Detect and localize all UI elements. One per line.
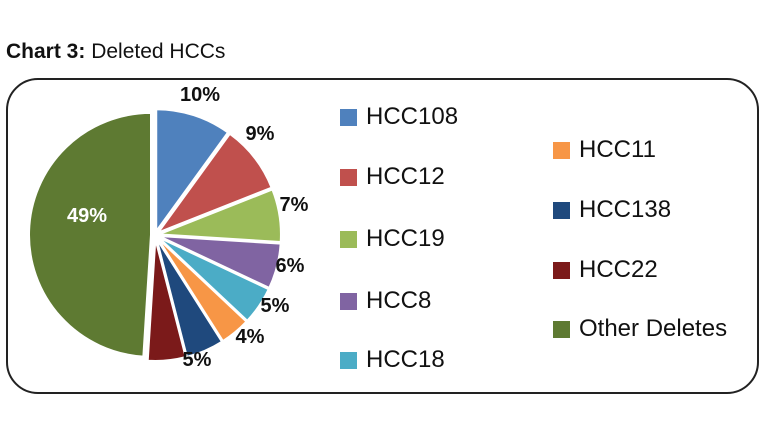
chart-title: Chart 3: Deleted HCCs bbox=[6, 40, 225, 64]
legend-swatch bbox=[553, 201, 570, 219]
legend-swatch bbox=[553, 261, 570, 279]
legend-label: HCC8 bbox=[366, 287, 432, 314]
legend-item-hcc12: HCC12 bbox=[340, 163, 445, 191]
legend-item-hcc19: HCC19 bbox=[340, 225, 445, 253]
legend-swatch bbox=[553, 141, 570, 159]
legend-label: HCC108 bbox=[366, 103, 459, 130]
legend-swatch bbox=[340, 292, 357, 310]
legend-label: HCC11 bbox=[579, 136, 656, 163]
legend-item-hcc11: HCC11 bbox=[553, 136, 656, 164]
pie-slice-hcc19 bbox=[158, 188, 282, 244]
legend-item-hcc108: HCC108 bbox=[340, 103, 458, 131]
legend-item-other-deletes: Other Deletes bbox=[553, 315, 727, 343]
data-label-hcc12: 9% bbox=[246, 123, 275, 145]
legend-item-hcc18: HCC18 bbox=[340, 346, 445, 374]
legend-swatch bbox=[340, 168, 357, 186]
pie-slice-hcc138 bbox=[155, 238, 224, 359]
chart-frame bbox=[6, 78, 759, 394]
legend-item-hcc138: HCC138 bbox=[553, 196, 671, 224]
chart-title-number: Chart 3: bbox=[6, 40, 86, 63]
legend-swatch bbox=[340, 108, 357, 126]
legend-label: Other Deletes bbox=[579, 315, 728, 342]
legend-item-hcc22: HCC22 bbox=[553, 256, 658, 284]
data-label-hcc11: 4% bbox=[236, 326, 265, 348]
chart-title-text: Deleted HCCs bbox=[91, 40, 226, 63]
legend-label: HCC18 bbox=[366, 346, 445, 373]
legend-swatch bbox=[340, 351, 357, 369]
data-label-hcc8: 6% bbox=[276, 255, 305, 277]
legend-swatch bbox=[553, 320, 570, 338]
pie-slice-hcc12 bbox=[155, 132, 273, 235]
pie-slice-other-deletes bbox=[27, 111, 153, 358]
pie-slice-hcc11 bbox=[156, 237, 248, 343]
legend-label: HCC22 bbox=[579, 256, 658, 283]
data-label-hcc18: 5% bbox=[261, 295, 290, 317]
pie-slice-hcc8 bbox=[158, 234, 282, 290]
data-label-hcc19: 7% bbox=[280, 194, 309, 216]
legend-item-hcc8: HCC8 bbox=[340, 287, 431, 315]
data-label-hcc108: 10% bbox=[180, 84, 220, 106]
pie-slice-hcc22 bbox=[146, 238, 187, 362]
legend-label: HCC138 bbox=[579, 196, 672, 223]
data-label-hcc138: 5% bbox=[183, 349, 212, 371]
pie-slice-hcc108 bbox=[155, 108, 230, 235]
data-label-other-deletes: 49% bbox=[67, 205, 107, 227]
legend-swatch bbox=[340, 230, 357, 248]
pie-slice-hcc18 bbox=[157, 236, 271, 323]
legend-label: HCC12 bbox=[366, 163, 445, 190]
legend-label: HCC19 bbox=[366, 225, 445, 252]
